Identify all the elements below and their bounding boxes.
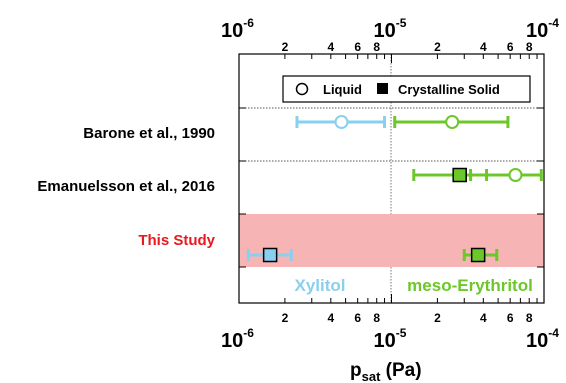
x-tick-label-top: 8 xyxy=(373,40,380,54)
x-tick-label-bottom: 6 xyxy=(507,311,514,325)
x-major-label-top: 10-6 xyxy=(221,16,254,42)
x-major-label-bottom: 10-5 xyxy=(374,326,407,352)
x-tick-label-top: 8 xyxy=(526,40,533,54)
x-tick-label-top: 2 xyxy=(434,40,441,54)
x-tick-label-top: 6 xyxy=(507,40,514,54)
x-tick-label-bottom: 4 xyxy=(480,311,487,325)
legend-label-crystalline-solid: Crystalline Solid xyxy=(398,82,500,97)
row-label-barone: Barone et al., 1990 xyxy=(83,125,215,142)
x-tick-label-top: 6 xyxy=(354,40,361,54)
x-major-label-top: 10-4 xyxy=(526,16,559,42)
row-label-this-study: This Study xyxy=(138,232,215,249)
x-tick-label-bottom: 2 xyxy=(282,311,289,325)
liquid-point xyxy=(445,115,460,129)
legend-label-liquid: Liquid xyxy=(323,82,362,97)
legend-box xyxy=(282,75,531,103)
solid-point xyxy=(452,167,467,183)
solid-point xyxy=(262,247,278,263)
x-tick-label-top: 2 xyxy=(282,40,289,54)
x-tick-label-bottom: 4 xyxy=(327,311,334,325)
plot-frame xyxy=(238,53,545,304)
solid-point xyxy=(470,247,486,263)
liquid-point xyxy=(508,168,523,182)
x-major-label-bottom: 10-6 xyxy=(221,326,254,352)
x-tick-label-top: 4 xyxy=(480,40,487,54)
legend-square-filled-icon xyxy=(377,83,388,94)
x-tick-label-bottom: 8 xyxy=(373,311,380,325)
x-major-label-bottom: 10-4 xyxy=(526,326,559,352)
x-major-label-top: 10-5 xyxy=(374,16,407,42)
x-axis-title: psat (Pa) xyxy=(350,360,422,383)
series-label-meso-erythritol: meso-Erythritol xyxy=(407,276,533,295)
x-tick-label-top: 4 xyxy=(327,40,334,54)
row-label-emanuelsson: Emanuelsson et al., 2016 xyxy=(37,178,215,195)
legend: Liquid Crystalline Solid xyxy=(282,75,531,103)
legend-circle-open-icon xyxy=(295,82,309,96)
x-tick-label-bottom: 6 xyxy=(354,311,361,325)
data-marks xyxy=(246,115,543,263)
x-tick-label-bottom: 2 xyxy=(434,311,441,325)
x-tick-label-bottom: 8 xyxy=(526,311,533,325)
liquid-point xyxy=(334,115,349,129)
series-label-xylitol: Xylitol xyxy=(294,276,345,295)
